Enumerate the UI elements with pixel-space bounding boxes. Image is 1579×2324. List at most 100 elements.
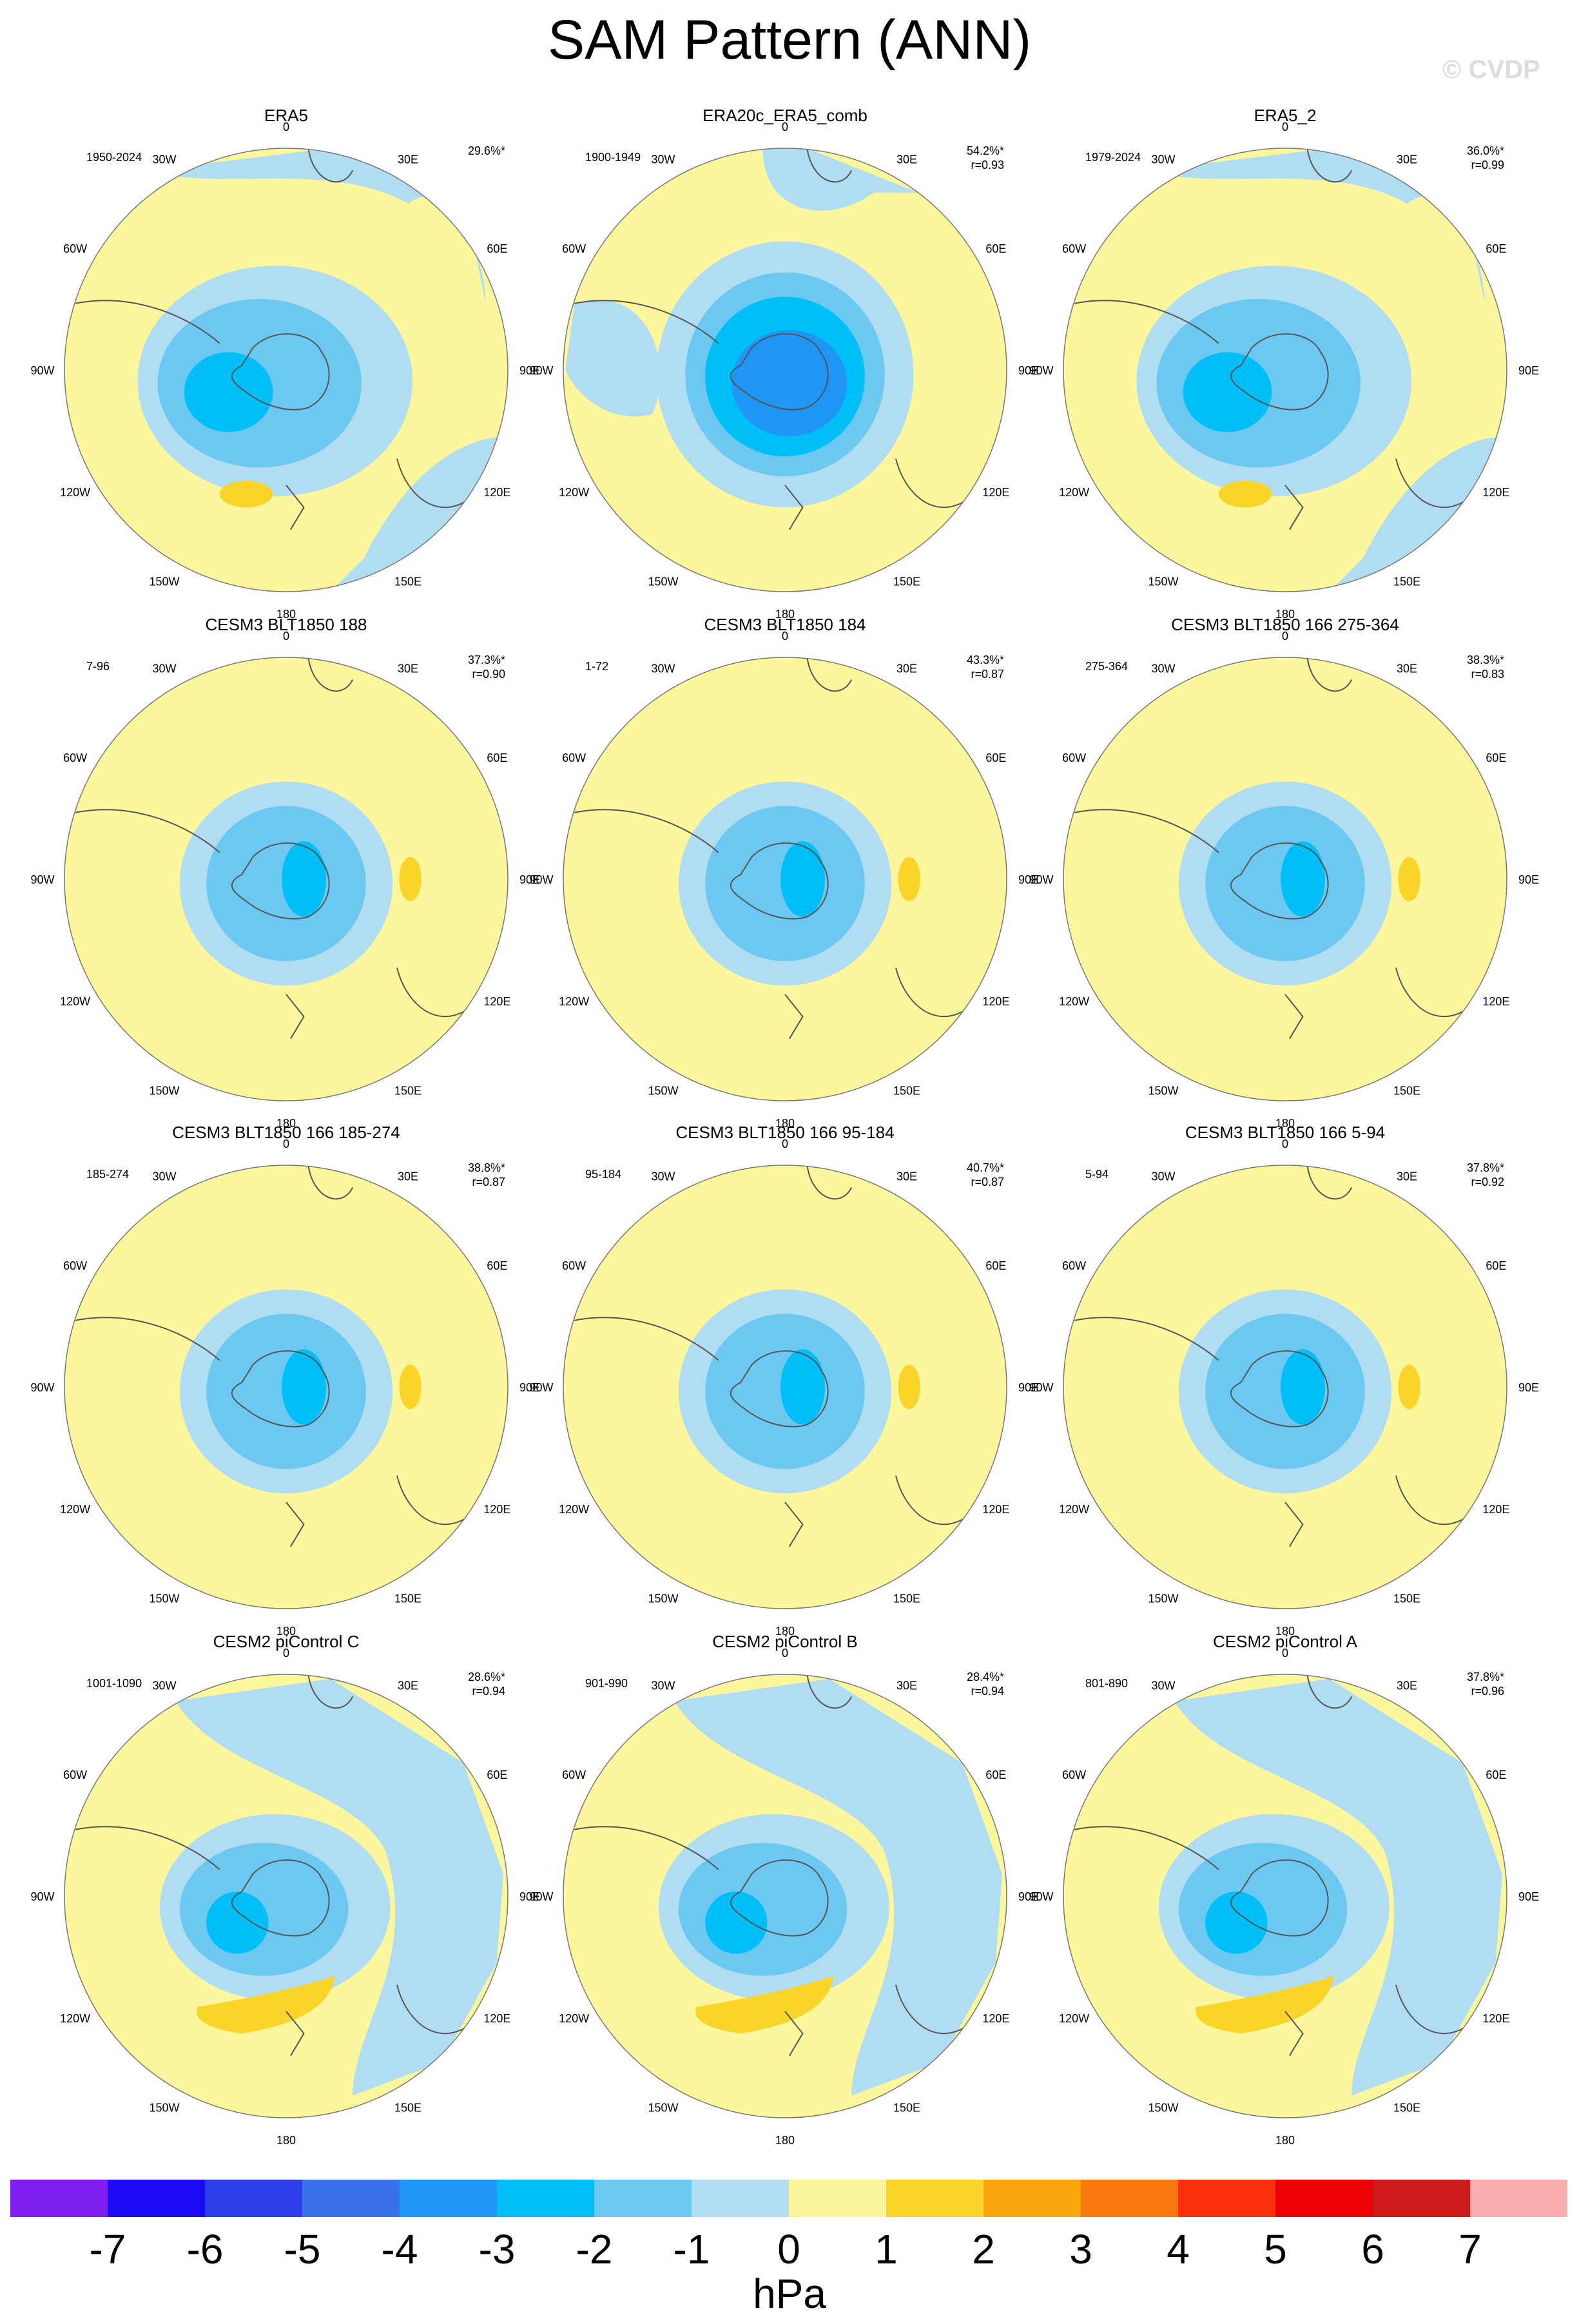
- colorbar-swatch: [1178, 2180, 1275, 2217]
- longitude-label: 90E: [1018, 364, 1039, 377]
- colorbar-swatch: [594, 2180, 692, 2217]
- longitude-label: 150W: [149, 1084, 179, 1097]
- panel-title: CESM3 BLT1850 166 5-94: [1185, 1123, 1385, 1142]
- map-border: [1063, 1674, 1507, 2118]
- africa-coastline: [806, 1674, 853, 1709]
- longitude-label: 30E: [896, 663, 917, 675]
- longitude-label: 150E: [394, 575, 421, 588]
- contour-region: [565, 300, 661, 417]
- longitude-label: 180: [775, 2134, 795, 2147]
- map-panel: CESM3 BLT1850 166 275-364 275-364 38.3%* r=…: [1029, 615, 1539, 1130]
- new-zealand-coastline: [286, 2011, 305, 2057]
- map-border: [563, 148, 1007, 592]
- longitude-label: 60W: [1062, 242, 1086, 255]
- contour-region: [731, 330, 848, 437]
- longitude-label: 150E: [893, 575, 920, 588]
- antarctica-coastline: [231, 1859, 330, 1937]
- longitude-label: 30W: [651, 663, 675, 675]
- map-border: [64, 1165, 509, 1609]
- longitude-label: 150E: [1393, 1084, 1420, 1097]
- africa-coastline: [307, 148, 354, 183]
- map-panel: CESM2 piControl A 801-890 37.8%* r=0.96 0 30E…: [1029, 1632, 1539, 2147]
- contour-region: [1281, 841, 1325, 917]
- longitude-label: 120E: [1482, 2012, 1509, 2025]
- longitude-label: 180: [1275, 608, 1295, 621]
- africa-coastline: [307, 657, 354, 692]
- panel-period: 1979-2024: [1085, 151, 1141, 164]
- panel-period: 1950-2024: [86, 151, 142, 164]
- longitude-label: 30W: [651, 1680, 675, 1692]
- longitude-label: 60W: [63, 751, 87, 764]
- longitude-label: 90E: [519, 1890, 540, 1903]
- contour-region: [674, 1678, 1003, 2096]
- longitude-label: 120W: [1059, 2012, 1089, 2025]
- new-zealand-coastline: [784, 485, 804, 530]
- south-america-coastline: [1074, 1317, 1219, 1361]
- panel-variance: 40.7%*: [967, 1161, 1004, 1174]
- panel-correlation: r=0.96: [1471, 1685, 1504, 1698]
- new-zealand-coastline: [286, 994, 305, 1040]
- longitude-label: 60W: [63, 1768, 87, 1781]
- longitude-label: 60E: [985, 1259, 1006, 1272]
- panel-correlation: r=0.90: [472, 668, 505, 681]
- longitude-label: 90E: [519, 364, 540, 377]
- longitude-label: 30E: [1397, 1680, 1417, 1692]
- longitude-label: 30E: [398, 1680, 418, 1692]
- longitude-label: 30W: [1151, 153, 1175, 166]
- colorbar-tick-label: 3: [1069, 2226, 1092, 2272]
- longitude-label: 150W: [1148, 575, 1178, 588]
- map-border: [64, 148, 509, 592]
- panel-period: 1900-1949: [585, 151, 641, 164]
- longitude-label: 30W: [651, 1170, 675, 1183]
- longitude-label: 60W: [562, 1768, 586, 1781]
- africa-coastline: [307, 1674, 354, 1709]
- longitude-label: 120E: [483, 2012, 510, 2025]
- antarctica-coastline: [231, 1350, 330, 1428]
- colorbar-units: hPa: [753, 2271, 826, 2317]
- longitude-label: 150E: [893, 2101, 920, 2114]
- colorbar-tick-label: 0: [777, 2226, 800, 2272]
- panel-title: CESM2 piControl C: [213, 1632, 360, 1651]
- south-america-coastline: [574, 300, 719, 344]
- map-border: [64, 1674, 509, 2118]
- longitude-label: 60E: [985, 1768, 1006, 1781]
- longitude-label: 90W: [1029, 873, 1053, 886]
- contour-region: [762, 148, 918, 211]
- longitude-label: 120E: [483, 486, 510, 499]
- longitude-label: 90W: [529, 364, 553, 377]
- contour-region: [1281, 1349, 1325, 1425]
- longitude-label: 30E: [398, 1170, 418, 1183]
- longitude-label: 60W: [63, 1259, 87, 1272]
- panel-title: CESM3 BLT1850 184: [704, 615, 866, 634]
- new-zealand-coastline: [1284, 1502, 1304, 1547]
- panel-variance: 43.3%*: [967, 654, 1004, 666]
- colorbar-swatch: [1470, 2180, 1567, 2217]
- antarctica-coastline: [1230, 1859, 1329, 1937]
- longitude-label: 60E: [487, 751, 507, 764]
- panel-title: CESM2 piControl A: [1213, 1632, 1358, 1651]
- longitude-label: 30E: [398, 663, 418, 675]
- longitude-label: 30W: [152, 153, 176, 166]
- map-panel: CESM3 BLT1850 166 185-274 185-274 38.8%* r=…: [30, 1123, 540, 1638]
- longitude-label: 150E: [394, 1592, 421, 1605]
- longitude-label: 150E: [394, 2101, 421, 2114]
- longitude-label: 120E: [483, 1503, 510, 1516]
- longitude-label: 120W: [1059, 486, 1089, 499]
- longitude-label: 0: [782, 630, 788, 643]
- colorbar-swatch: [205, 2180, 302, 2217]
- longitude-label: 0: [283, 1647, 289, 1660]
- colorbar-tick-label: -7: [89, 2226, 126, 2272]
- new-zealand-coastline: [286, 485, 305, 530]
- longitude-label: 180: [276, 1117, 296, 1130]
- panel-variance: 37.8%*: [1467, 1161, 1504, 1174]
- colorbar-swatch: [1275, 2180, 1373, 2217]
- longitude-label: 30E: [398, 153, 418, 166]
- colorbar-tick-label: 1: [875, 2226, 898, 2272]
- longitude-label: 90E: [1018, 1890, 1039, 1903]
- longitude-label: 150W: [648, 2101, 678, 2114]
- new-zealand-coastline: [784, 2011, 804, 2057]
- longitude-label: 180: [1275, 2134, 1295, 2147]
- longitude-label: 180: [1275, 1117, 1295, 1130]
- longitude-label: 0: [782, 1647, 788, 1660]
- contour-region: [399, 857, 421, 902]
